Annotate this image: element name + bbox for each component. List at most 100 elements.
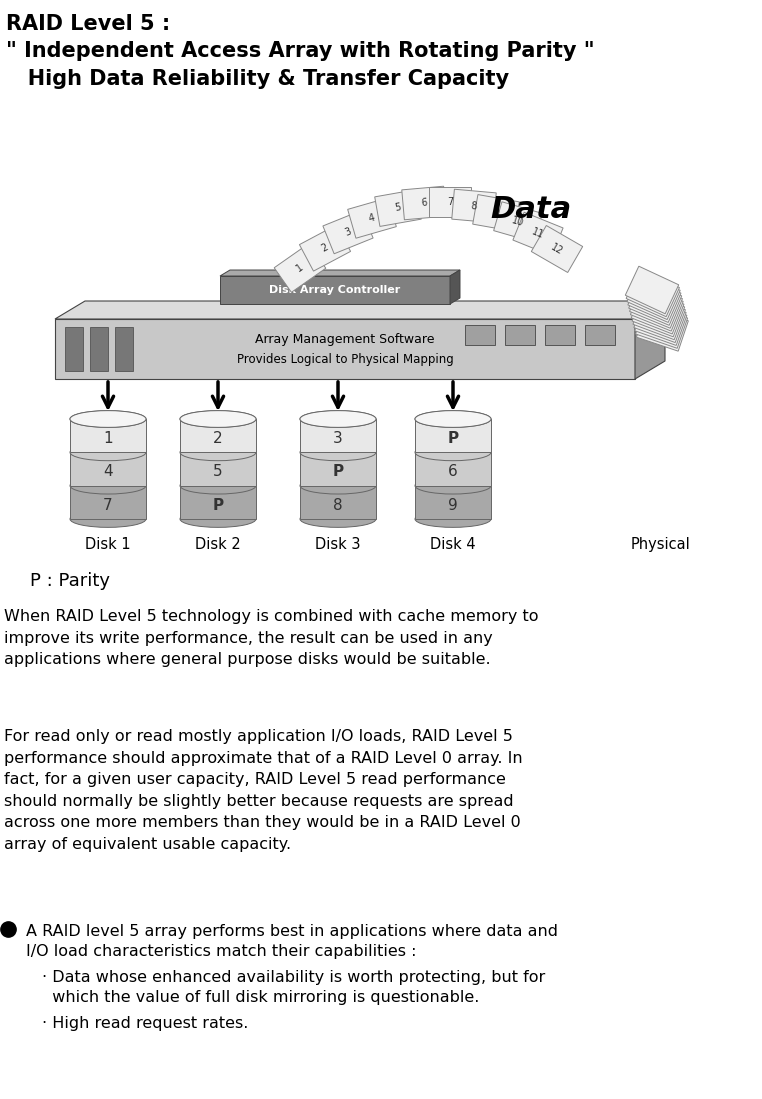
Text: 8: 8 bbox=[470, 201, 478, 211]
Polygon shape bbox=[531, 225, 583, 273]
Text: 6: 6 bbox=[421, 198, 427, 208]
Text: which the value of full disk mirroring is questionable.: which the value of full disk mirroring i… bbox=[42, 990, 479, 1004]
Polygon shape bbox=[634, 298, 686, 343]
Polygon shape bbox=[636, 303, 687, 348]
Ellipse shape bbox=[70, 511, 146, 528]
Ellipse shape bbox=[70, 411, 146, 428]
Polygon shape bbox=[545, 325, 575, 345]
Polygon shape bbox=[55, 319, 635, 379]
Text: 11: 11 bbox=[530, 227, 546, 241]
Text: 3: 3 bbox=[344, 226, 353, 237]
Polygon shape bbox=[299, 225, 351, 271]
Polygon shape bbox=[220, 270, 460, 276]
Polygon shape bbox=[323, 210, 373, 254]
Text: · Data whose enhanced availability is worth protecting, but for: · Data whose enhanced availability is wo… bbox=[42, 970, 546, 985]
Polygon shape bbox=[513, 212, 563, 256]
Polygon shape bbox=[70, 453, 146, 486]
Text: Provides Logical to Physical Mapping: Provides Logical to Physical Mapping bbox=[237, 353, 453, 366]
Ellipse shape bbox=[180, 411, 256, 428]
Text: Disk Array Controller: Disk Array Controller bbox=[270, 285, 401, 295]
Ellipse shape bbox=[70, 411, 146, 428]
Text: High Data Reliability & Transfer Capacity: High Data Reliability & Transfer Capacit… bbox=[6, 69, 509, 89]
Text: RAID Level 5 :: RAID Level 5 : bbox=[6, 14, 170, 34]
Text: 1: 1 bbox=[103, 431, 113, 446]
Ellipse shape bbox=[415, 411, 491, 428]
Ellipse shape bbox=[300, 411, 376, 428]
Polygon shape bbox=[452, 189, 496, 223]
Polygon shape bbox=[628, 276, 681, 322]
Polygon shape bbox=[494, 202, 543, 242]
Polygon shape bbox=[627, 273, 680, 320]
Text: · High read request rates.: · High read request rates. bbox=[42, 1015, 248, 1031]
Ellipse shape bbox=[415, 511, 491, 528]
Text: P: P bbox=[447, 431, 459, 446]
Polygon shape bbox=[505, 325, 535, 345]
Ellipse shape bbox=[415, 477, 491, 495]
Polygon shape bbox=[585, 325, 615, 345]
Polygon shape bbox=[633, 295, 685, 340]
Polygon shape bbox=[300, 453, 376, 486]
Ellipse shape bbox=[300, 444, 376, 460]
Polygon shape bbox=[180, 486, 256, 519]
Polygon shape bbox=[636, 307, 688, 352]
Polygon shape bbox=[465, 325, 495, 345]
Ellipse shape bbox=[300, 411, 376, 428]
Text: " Independent Access Array with Rotating Parity ": " Independent Access Array with Rotating… bbox=[6, 41, 594, 62]
Polygon shape bbox=[90, 328, 108, 371]
Text: Disk 3: Disk 3 bbox=[315, 537, 360, 552]
Ellipse shape bbox=[70, 477, 146, 495]
Text: Data: Data bbox=[490, 196, 572, 224]
Text: 2: 2 bbox=[320, 242, 330, 254]
Text: I/O load characteristics match their capabilities :: I/O load characteristics match their cap… bbox=[26, 944, 417, 959]
Text: 10: 10 bbox=[511, 215, 525, 229]
Text: Disk 4: Disk 4 bbox=[431, 537, 475, 552]
Text: 5: 5 bbox=[394, 202, 402, 213]
Polygon shape bbox=[629, 281, 683, 329]
Polygon shape bbox=[635, 301, 665, 379]
Text: 4: 4 bbox=[103, 464, 113, 479]
Text: Physical: Physical bbox=[630, 537, 690, 552]
Polygon shape bbox=[472, 195, 519, 232]
Polygon shape bbox=[630, 285, 684, 331]
Polygon shape bbox=[55, 301, 665, 319]
Polygon shape bbox=[635, 300, 687, 345]
Text: 1: 1 bbox=[295, 263, 306, 274]
Ellipse shape bbox=[180, 477, 256, 495]
Polygon shape bbox=[415, 453, 491, 486]
Text: Array Management Software: Array Management Software bbox=[255, 333, 435, 345]
Polygon shape bbox=[631, 288, 684, 334]
Polygon shape bbox=[429, 187, 471, 217]
Text: 2: 2 bbox=[213, 431, 223, 446]
Polygon shape bbox=[632, 291, 685, 336]
Polygon shape bbox=[70, 486, 146, 519]
Text: 4: 4 bbox=[368, 212, 376, 224]
Text: Disk 1: Disk 1 bbox=[85, 537, 131, 552]
Polygon shape bbox=[375, 190, 421, 226]
Polygon shape bbox=[415, 486, 491, 519]
Polygon shape bbox=[180, 453, 256, 486]
Ellipse shape bbox=[300, 511, 376, 528]
Text: 9: 9 bbox=[492, 208, 500, 219]
Text: For read only or read mostly application I/O loads, RAID Level 5
performance sho: For read only or read mostly application… bbox=[4, 729, 523, 852]
Polygon shape bbox=[450, 270, 460, 304]
Polygon shape bbox=[626, 266, 679, 314]
Polygon shape bbox=[300, 486, 376, 519]
Ellipse shape bbox=[415, 444, 491, 460]
Polygon shape bbox=[629, 279, 682, 325]
Ellipse shape bbox=[180, 444, 256, 460]
Text: 12: 12 bbox=[549, 242, 565, 256]
Polygon shape bbox=[274, 244, 326, 292]
Polygon shape bbox=[70, 419, 146, 453]
Text: Disk 2: Disk 2 bbox=[195, 537, 241, 552]
Polygon shape bbox=[347, 198, 396, 238]
Text: P: P bbox=[332, 464, 344, 479]
Text: 5: 5 bbox=[213, 464, 223, 479]
Polygon shape bbox=[402, 186, 447, 220]
Polygon shape bbox=[180, 419, 256, 453]
Ellipse shape bbox=[300, 477, 376, 495]
Ellipse shape bbox=[415, 411, 491, 428]
Ellipse shape bbox=[180, 411, 256, 428]
Text: A RAID level 5 array performs best in applications where data and: A RAID level 5 array performs best in ap… bbox=[26, 924, 558, 939]
Text: P : Parity: P : Parity bbox=[30, 571, 110, 590]
Text: P: P bbox=[213, 498, 223, 512]
